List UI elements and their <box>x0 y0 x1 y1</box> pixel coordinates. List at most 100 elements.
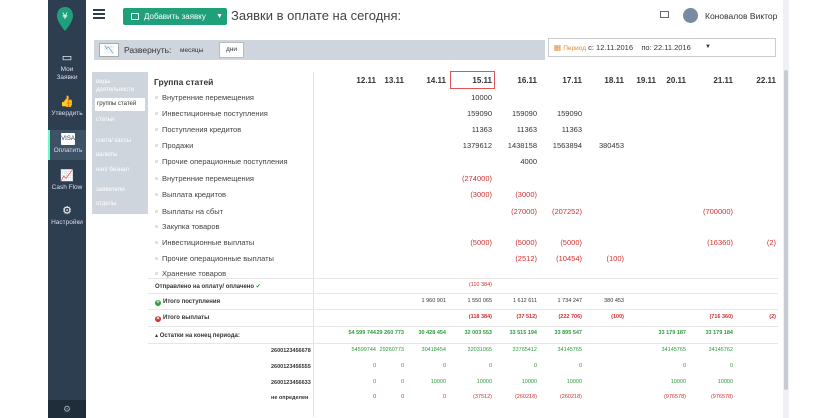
row-checkbox[interactable] <box>155 160 158 163</box>
table-cell[interactable]: 10000 <box>566 379 582 385</box>
balance-label[interactable]: ▴ Остатки на конец периода: <box>155 332 240 339</box>
table-cell[interactable]: 33 515 194 <box>509 330 537 336</box>
table-cell[interactable]: 1563894 <box>552 141 582 150</box>
table-cell[interactable]: (37 512) <box>516 314 538 320</box>
table-cell[interactable]: 380453 <box>598 141 624 150</box>
table-cell[interactable]: 1379612 <box>462 141 492 150</box>
expand-minus-icon[interactable]: × <box>155 316 161 322</box>
article-group-label[interactable]: Инвестиционные выплаты <box>155 238 254 247</box>
grouping-currencies[interactable]: валюты <box>96 152 118 158</box>
table-cell[interactable]: 1 550 065 <box>467 298 492 304</box>
table-cell[interactable]: 0 <box>682 363 686 369</box>
scrollbar[interactable] <box>783 0 789 418</box>
article-group-label[interactable]: Выплата кредитов <box>155 190 226 199</box>
row-checkbox[interactable] <box>155 96 158 99</box>
date-header[interactable]: 21.11 <box>713 76 733 85</box>
table-cell[interactable]: (118 384) <box>468 314 492 320</box>
article-group-label[interactable]: Инвестиционные поступления <box>155 109 268 118</box>
table-cell[interactable]: 0 <box>578 363 582 369</box>
row-checkbox[interactable] <box>155 210 158 213</box>
table-cell[interactable]: 380 453 <box>604 298 624 304</box>
table-cell[interactable]: 11363 <box>471 125 492 134</box>
table-cell[interactable]: (100) <box>611 314 624 320</box>
article-group-label[interactable]: Внутренние перемещения <box>155 174 254 183</box>
table-cell[interactable]: 54599744 <box>351 347 376 353</box>
table-cell[interactable]: 10000 <box>430 379 446 385</box>
date-header[interactable]: 14.11 <box>426 76 446 85</box>
article-group-label[interactable]: Внутренние перемещения <box>155 93 254 102</box>
grouping-activity[interactable]: виды деятельности <box>96 79 135 93</box>
article-group-label[interactable]: Продажи <box>155 141 193 150</box>
table-cell[interactable]: 0 <box>533 363 537 369</box>
date-header[interactable]: 22.11 <box>756 76 776 85</box>
table-cell[interactable]: 34145765 <box>557 347 582 353</box>
table-cell[interactable]: (2512) <box>515 254 537 263</box>
date-header[interactable]: 15.11 <box>472 76 492 85</box>
table-cell[interactable]: (5000) <box>560 238 582 247</box>
table-cell[interactable]: 29 260 773 <box>376 330 404 336</box>
scrollbar-thumb[interactable] <box>784 70 788 390</box>
table-cell[interactable]: 1 960 901 <box>421 298 446 304</box>
table-cell[interactable]: (222 706) <box>558 314 582 320</box>
grouping-applicants[interactable]: заявители <box>96 187 125 193</box>
table-cell[interactable]: (207252) <box>551 207 582 216</box>
table-cell[interactable]: 159090 <box>466 109 492 118</box>
user-name[interactable]: Коновалов Виктор <box>705 11 778 21</box>
date-header[interactable]: 13.11 <box>384 76 404 85</box>
grouping-cash[interactable]: нал/ безнал <box>96 167 129 173</box>
article-group-label[interactable]: Хранение товаров <box>155 269 226 278</box>
collapse-caret-icon[interactable]: ▴ <box>155 333 160 339</box>
table-cell[interactable]: (27000) <box>511 207 537 216</box>
avatar[interactable] <box>683 8 698 23</box>
table-cell[interactable]: 33 179 187 <box>658 330 686 336</box>
row-checkbox[interactable] <box>155 144 158 147</box>
table-cell[interactable]: 159090 <box>511 109 537 118</box>
expand-months-option[interactable]: месяцы <box>180 47 204 54</box>
sidebar-item-pay[interactable]: VISA Оплатить <box>48 130 86 160</box>
table-cell[interactable]: (976578) <box>663 394 686 400</box>
table-cell[interactable]: (274000) <box>461 174 492 183</box>
row-checkbox[interactable] <box>155 272 158 275</box>
article-group-label[interactable]: Прочие операционные выплаты <box>155 254 274 263</box>
table-cell[interactable]: 32031065 <box>467 347 492 353</box>
table-cell[interactable]: 11363 <box>516 125 537 134</box>
table-cell[interactable]: 10000 <box>717 379 733 385</box>
date-header[interactable]: 20.11 <box>666 76 686 85</box>
date-header[interactable]: 18.11 <box>604 76 624 85</box>
table-cell[interactable]: (976578) <box>710 394 733 400</box>
grouping-accounts[interactable]: счета/ кассы <box>96 138 131 144</box>
period-picker[interactable]: ▦ Период с: 12.11.2016 по: 22.11.2016 ▼ <box>548 38 776 57</box>
table-cell[interactable]: (700000) <box>702 207 733 216</box>
table-cell[interactable]: 0 <box>400 363 404 369</box>
table-cell[interactable]: 10000 <box>670 379 686 385</box>
table-cell[interactable]: 30418454 <box>421 347 446 353</box>
expand-plus-icon[interactable]: + <box>155 300 161 306</box>
table-cell[interactable]: 32 003 553 <box>464 330 492 336</box>
row-checkbox[interactable] <box>155 177 158 180</box>
row-checkbox[interactable] <box>155 112 158 115</box>
sidebar-settings-gear-icon[interactable]: ⚙ <box>48 400 86 418</box>
table-cell[interactable]: 1 612 611 <box>512 298 537 304</box>
table-cell[interactable]: 30 428 454 <box>418 330 446 336</box>
sidebar-item-my-requests[interactable]: ▭ Мои Заявки <box>48 52 86 82</box>
grouping-departments[interactable]: отделы <box>96 201 117 207</box>
table-cell[interactable]: 10000 <box>471 93 492 102</box>
income-total-label[interactable]: + Итого поступления <box>155 299 220 306</box>
table-cell[interactable]: (3000) <box>515 190 537 199</box>
date-header[interactable]: 16.11 <box>517 76 537 85</box>
table-cell[interactable]: (37512) <box>473 394 492 400</box>
grouping-article-groups[interactable]: группы статей <box>95 98 145 111</box>
chart-toggle-icon[interactable]: 📉 <box>99 43 119 57</box>
table-cell[interactable]: (10454) <box>556 254 582 263</box>
table-cell[interactable]: (16360) <box>707 238 733 247</box>
table-cell[interactable]: (5000) <box>470 238 492 247</box>
table-cell[interactable]: 4000 <box>520 157 537 166</box>
table-cell[interactable]: (5000) <box>515 238 537 247</box>
table-cell[interactable]: 0 <box>442 394 446 400</box>
row-checkbox[interactable] <box>155 128 158 131</box>
table-cell[interactable]: (3000) <box>470 190 492 199</box>
table-cell[interactable]: 11363 <box>561 125 582 134</box>
table-cell[interactable]: 159090 <box>556 109 582 118</box>
table-cell[interactable]: 34145765 <box>661 347 686 353</box>
table-cell[interactable]: (110 384) <box>468 282 492 288</box>
